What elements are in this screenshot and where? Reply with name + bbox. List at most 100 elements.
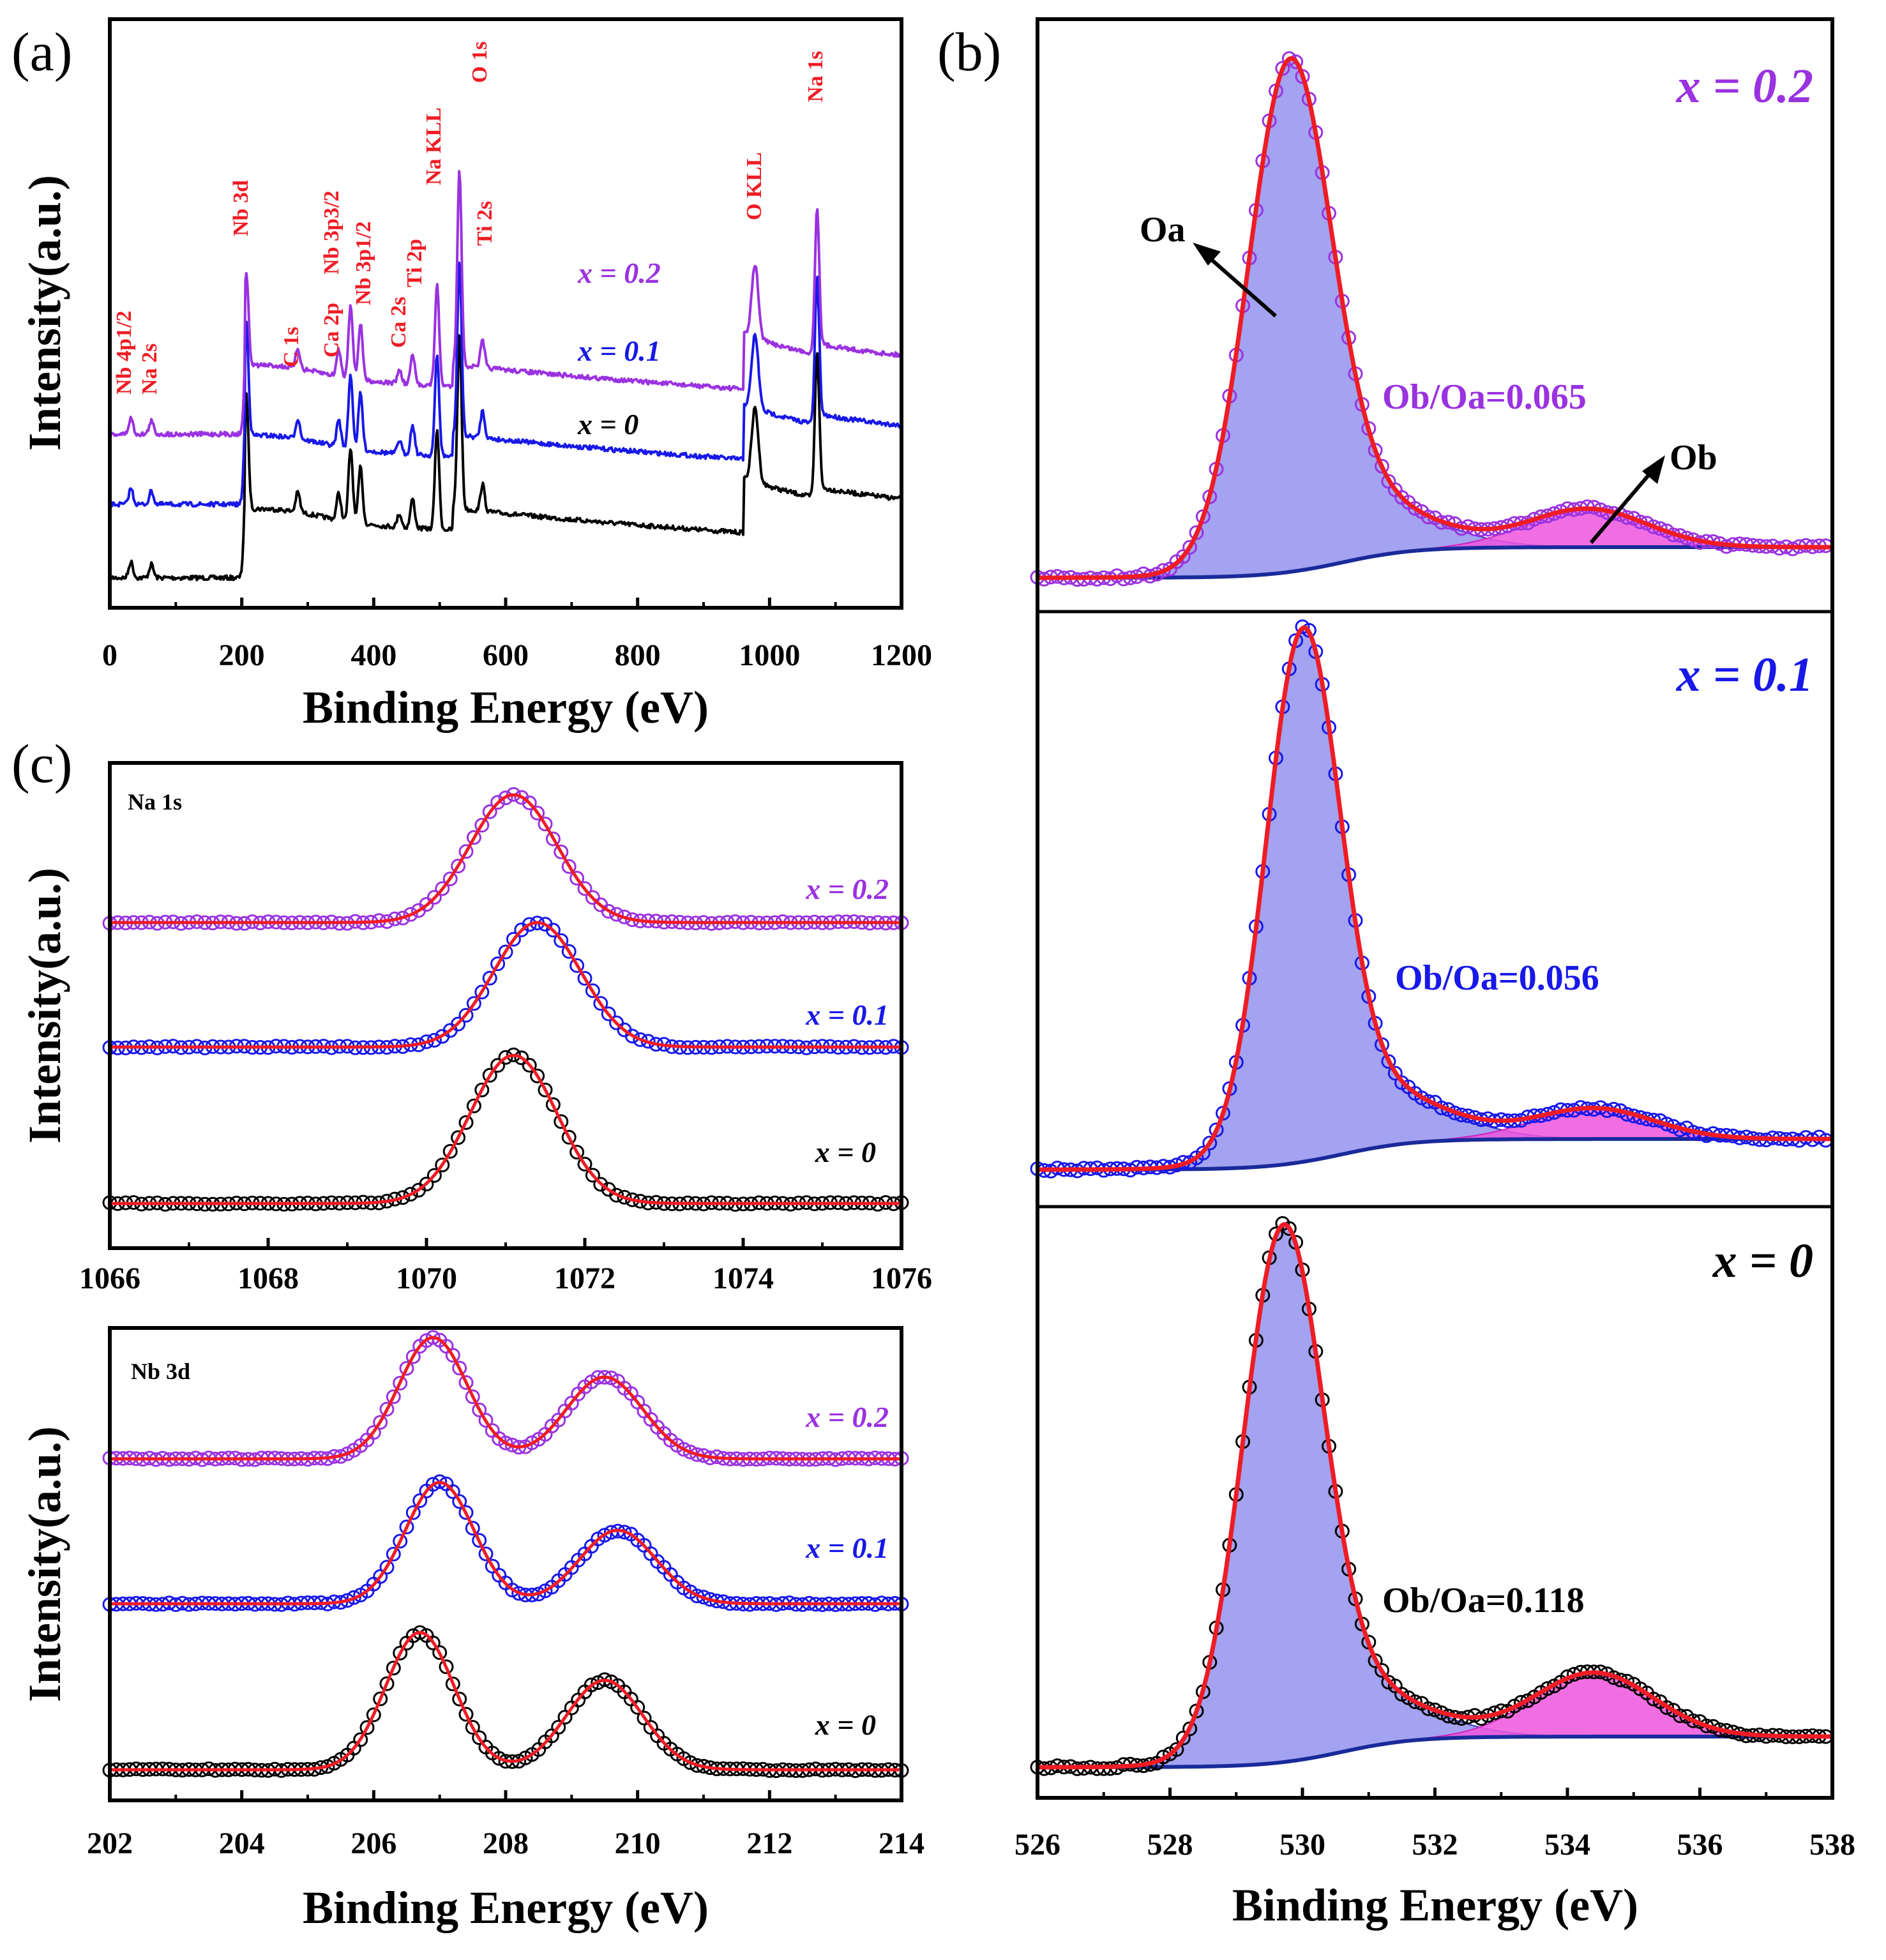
fit-curve xyxy=(1037,56,1832,580)
data-point xyxy=(366,1707,381,1723)
panel-a: 0 200 400 600 800 1000 1200 Binding Energy (eV… xyxy=(19,17,932,733)
data-point xyxy=(1540,1681,1555,1696)
peak-label: O KLL xyxy=(743,152,766,220)
panel-b-x-ticks: 526 528 530 532 534 536 538 xyxy=(1015,1788,1855,1862)
fit-curve xyxy=(110,1481,900,1606)
data-point xyxy=(366,1425,381,1440)
data-point xyxy=(696,1590,711,1605)
data-point xyxy=(1375,1662,1389,1678)
background-line xyxy=(1037,1137,1832,1172)
fit-curve xyxy=(110,921,901,1049)
data-point xyxy=(570,871,585,886)
panel-c2-plot-area xyxy=(102,1330,909,1778)
panel-a-frame xyxy=(108,17,903,610)
data-point xyxy=(425,1635,441,1650)
data-point xyxy=(379,1560,395,1575)
data-point xyxy=(1407,1694,1422,1709)
panel-c2-ylabel: Intensity(a.u.) xyxy=(19,1426,70,1702)
data-point xyxy=(498,944,513,960)
data-point xyxy=(1202,1135,1218,1150)
Oa-component-area xyxy=(1037,626,1832,1170)
panel-c1-x-ticks: 1066 1068 1070 1072 1074 1076 xyxy=(79,1238,932,1295)
data-point xyxy=(545,1097,561,1112)
x-tick-label: 1000 xyxy=(739,638,800,672)
panel-b-subplot-2 xyxy=(1030,1216,1834,1776)
x-tick-label: 204 xyxy=(219,1827,265,1860)
fit-curve xyxy=(110,1631,900,1772)
survey-line-01 xyxy=(109,261,902,508)
data-point xyxy=(538,1082,553,1097)
data-point xyxy=(593,1177,608,1192)
x-tick-label: 530 xyxy=(1279,1828,1325,1862)
panel-c2: 202 204 206 208 210 212 214 Nb 3d Intensity(a.… xyxy=(19,1326,924,1933)
fit-curve xyxy=(110,1053,901,1205)
x-tick-label: 532 xyxy=(1412,1828,1458,1862)
fit-curve xyxy=(110,1336,900,1461)
x-tick-label: 538 xyxy=(1809,1828,1855,1862)
panel-c1-frame xyxy=(108,761,903,1250)
data-point xyxy=(393,1645,408,1661)
panel-a-series-label-x02: x = 0.2 xyxy=(577,257,661,289)
x-tick-label: 200 xyxy=(219,638,265,672)
x-tick-label: 1070 xyxy=(396,1262,457,1295)
data-point xyxy=(522,917,537,932)
data-point xyxy=(522,795,537,810)
panel-c2-x-ticks: 202 204 206 208 210 212 214 xyxy=(87,1790,924,1860)
data-point xyxy=(482,970,497,986)
peak-label: Ca 2s xyxy=(387,297,411,348)
data-point xyxy=(1288,54,1304,70)
panel-c2-series-0 xyxy=(102,1330,909,1467)
panel-c2-series-1 xyxy=(102,1474,909,1612)
data-point xyxy=(545,831,561,847)
data-point xyxy=(482,1067,497,1083)
panel-b-series-label-x02: x = 0.2 xyxy=(1676,59,1813,113)
data-point xyxy=(458,1707,474,1722)
data-point xyxy=(498,1435,513,1451)
data-point xyxy=(478,1413,494,1428)
data-point xyxy=(490,1058,506,1073)
panel-c1-plot-area xyxy=(102,787,909,1212)
data-point xyxy=(597,1672,612,1687)
survey-line-0 xyxy=(109,334,903,582)
data-point xyxy=(452,1494,467,1509)
data-point xyxy=(379,1401,395,1417)
data-point xyxy=(609,907,624,922)
data-point xyxy=(577,881,592,896)
panel-c1-series-label-x01: x = 0.1 xyxy=(805,999,889,1031)
data-point xyxy=(442,1143,458,1159)
data-point xyxy=(346,1590,361,1605)
data-point xyxy=(478,1546,494,1562)
fit-curve xyxy=(1037,1222,1832,1770)
data-point xyxy=(403,1187,418,1202)
data-point xyxy=(514,1050,529,1066)
data-point xyxy=(373,1691,388,1707)
data-point xyxy=(492,1751,507,1766)
panel-b-subplot-0 xyxy=(1030,51,1834,587)
panel-a-x-ticks: 0 200 400 600 800 1000 1200 xyxy=(102,598,932,672)
data-point xyxy=(554,844,569,859)
data-point xyxy=(585,890,600,905)
data-point xyxy=(403,907,418,922)
data-point xyxy=(466,1098,481,1113)
data-point xyxy=(690,1588,705,1604)
x-tick-label: 212 xyxy=(746,1827,792,1860)
x-tick-label: 1200 xyxy=(871,638,932,672)
panel-a-series-label-x01: x = 0.1 xyxy=(577,335,661,367)
data-point xyxy=(498,1050,513,1065)
data-point xyxy=(359,1720,375,1735)
x-tick-label: 528 xyxy=(1147,1828,1193,1862)
data-point xyxy=(451,1016,466,1032)
fit-curve xyxy=(110,793,901,924)
data-point xyxy=(561,944,577,959)
data-point xyxy=(1182,539,1198,555)
data-point xyxy=(601,1006,616,1021)
data-point xyxy=(584,1677,599,1692)
x-tick-label: 206 xyxy=(351,1827,396,1860)
data-point xyxy=(506,931,521,947)
data-point xyxy=(538,817,553,832)
panel-c1-series-2 xyxy=(102,1047,909,1212)
background-line xyxy=(1037,545,1832,580)
panel-c2-frame xyxy=(108,1326,903,1802)
panel-label-c: (c) xyxy=(11,733,72,794)
panel-c2-xlabel: Binding Energy (eV) xyxy=(303,1882,709,1933)
